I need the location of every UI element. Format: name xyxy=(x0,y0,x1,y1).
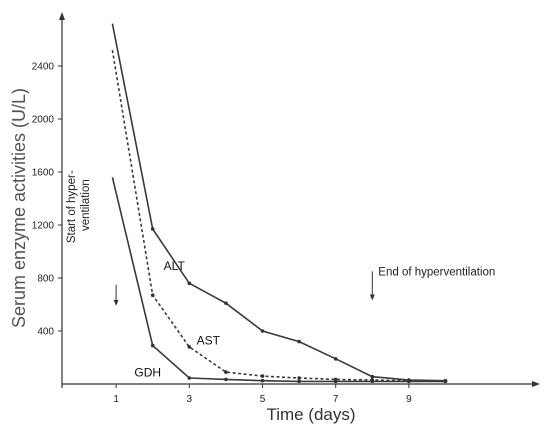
series-label-ast: AST xyxy=(197,333,221,347)
series-point-ast xyxy=(187,345,192,349)
y-tick-label: 2000 xyxy=(32,115,55,126)
series-point-gdh xyxy=(150,343,155,348)
series-point-gdh xyxy=(333,379,338,384)
x-ticks: 1 3 5 7 9 xyxy=(113,384,412,405)
y-axis-arrowhead xyxy=(59,12,65,20)
series-point-alt xyxy=(187,281,192,286)
annotation-start-line-2: ventilation xyxy=(80,179,92,231)
series-line-alt xyxy=(111,23,446,382)
x-tick-label: 3 xyxy=(187,394,193,405)
x-tick-label: 7 xyxy=(333,394,339,405)
end-arrowhead xyxy=(369,294,375,301)
y-tick-label: 1600 xyxy=(32,168,55,179)
y-axis-title: Serum enzyme activities (U/L) xyxy=(9,88,29,328)
x-axis-title: Time (days) xyxy=(266,405,355,424)
annotation-end-of-hyperventilation: End of hyperventilation xyxy=(378,266,495,278)
series-line-gdh xyxy=(111,177,446,383)
series-point-gdh xyxy=(224,377,228,382)
y-ticks: 400 800 1200 1600 2000 2400 xyxy=(32,62,62,338)
series-point-gdh xyxy=(297,379,301,384)
series-point-alt xyxy=(370,374,375,379)
series-point-alt xyxy=(260,329,265,333)
series-point-gdh xyxy=(443,379,448,384)
x-axis-arrowhead xyxy=(532,381,540,387)
series-point-gdh xyxy=(260,378,265,383)
series-point-ast xyxy=(297,376,301,380)
series-layer xyxy=(111,23,448,384)
x-tick-label: 5 xyxy=(260,394,266,405)
series-point-gdh xyxy=(407,379,411,384)
series-point-alt xyxy=(333,357,338,361)
annotation-start-line-1: Start of hyper- xyxy=(66,170,78,243)
series-label-alt: ALT xyxy=(164,259,186,273)
y-tick-label: 2400 xyxy=(32,62,55,73)
x-tick-label: 1 xyxy=(113,394,119,405)
annotation-start-of-hyperventilation: Start of hyper- ventilation xyxy=(66,167,92,243)
series-line-ast xyxy=(111,49,446,383)
series-point-alt xyxy=(224,301,228,305)
series-point-ast xyxy=(150,293,155,298)
start-arrowhead xyxy=(113,299,119,306)
y-tick-label: 1200 xyxy=(32,221,55,232)
x-tick-label: 9 xyxy=(406,394,412,405)
series-point-ast xyxy=(224,370,228,374)
y-tick-label: 400 xyxy=(37,327,54,338)
series-point-alt xyxy=(150,227,155,231)
y-tick-label: 800 xyxy=(37,274,54,285)
series-point-gdh xyxy=(370,379,375,384)
series-label-gdh: GDH xyxy=(134,366,161,380)
series-point-gdh xyxy=(187,376,192,380)
series-point-alt xyxy=(297,339,301,344)
series-point-ast xyxy=(260,374,265,378)
